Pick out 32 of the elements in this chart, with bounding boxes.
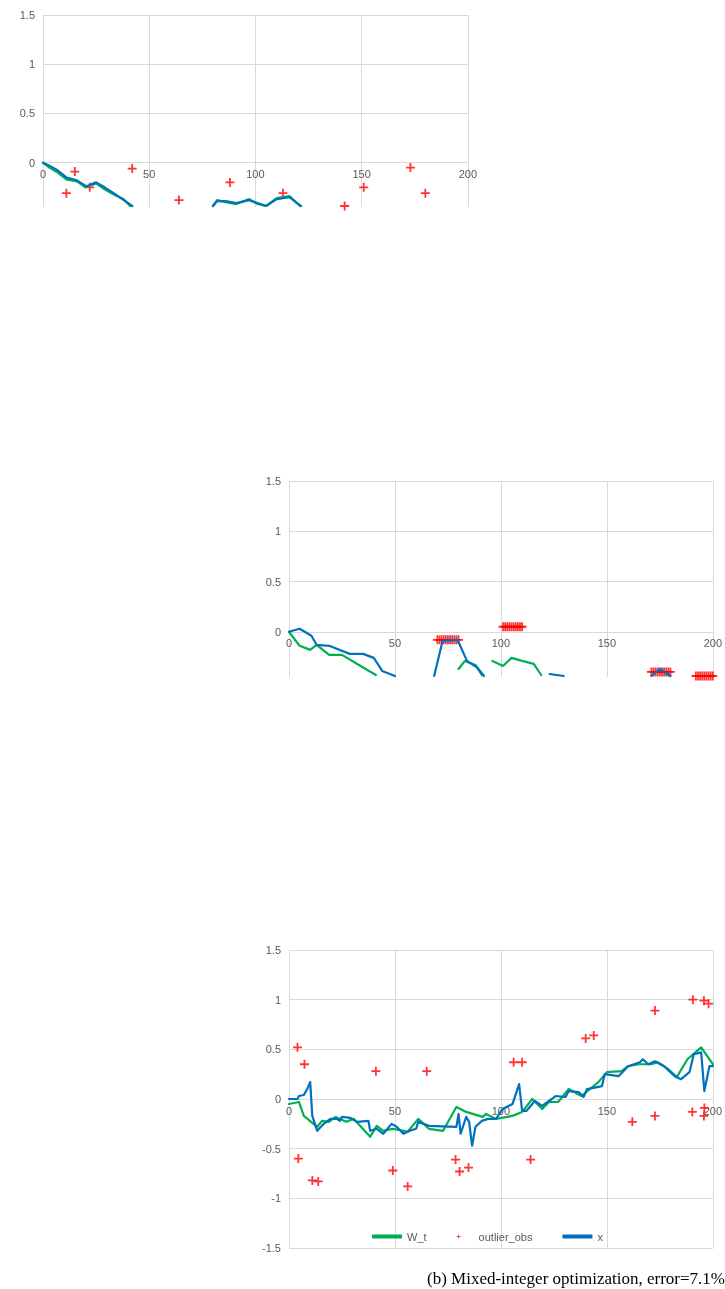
- legend-label: outlier_obs: [478, 1230, 533, 1243]
- y-tick-label: 1: [274, 993, 281, 1006]
- y-tick-label: -1: [271, 1192, 281, 1205]
- x-tick-label: 0: [285, 1104, 293, 1117]
- y-tick-label: 1.5: [265, 475, 281, 487]
- y-tick-label: 1: [28, 58, 35, 71]
- y-tick-label: 0: [274, 1093, 281, 1105]
- legend-label: W_t: [407, 1230, 427, 1243]
- y-tick-label: 0.5: [19, 107, 35, 120]
- x-tick-label: 200: [703, 637, 722, 650]
- x-tick-label: 150: [352, 168, 371, 181]
- x-tick-label: 100: [491, 637, 511, 650]
- x-tick-label: 100: [246, 168, 265, 181]
- y-tick-label: 0: [28, 156, 35, 169]
- y-tick-label: 1.5: [265, 944, 281, 956]
- y-tick-label: 1.5: [19, 9, 35, 21]
- y-tick-label: 1: [274, 525, 281, 538]
- legend-label: x: [597, 1230, 604, 1243]
- x-tick-label: 50: [143, 168, 156, 181]
- y-tick-label: -1.5: [262, 1242, 281, 1254]
- x-tick-label: 0: [285, 637, 293, 650]
- x-tick-label: 0: [39, 168, 47, 181]
- y-tick-label: -0.5: [262, 1142, 281, 1155]
- x-tick-label: 150: [597, 637, 617, 650]
- x-tick-label: 150: [597, 1104, 617, 1117]
- y-tick-label: 0.5: [265, 575, 281, 588]
- y-tick-label: 0.5: [265, 1043, 281, 1056]
- x-tick-label: 200: [458, 168, 477, 181]
- x-tick-label: 50: [388, 1104, 402, 1117]
- y-tick-label: 0: [274, 625, 281, 638]
- text: (b) Mixed-integer optimization, error=7.1%: [426, 1269, 725, 1288]
- x-tick-label: 50: [388, 637, 402, 650]
